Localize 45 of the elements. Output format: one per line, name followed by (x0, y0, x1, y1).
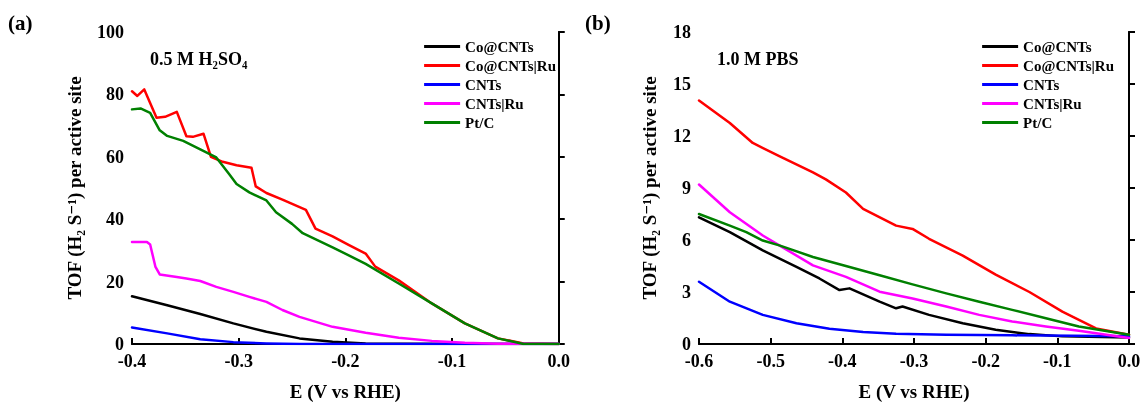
y-tick-label: 100 (97, 22, 124, 42)
line-series (697, 280, 1131, 338)
x-tick-label: -0.2 (331, 351, 360, 371)
text: (b) (585, 10, 611, 35)
x-tick-label: -0.4 (828, 351, 857, 371)
y-tick-label: 12 (673, 126, 691, 146)
legend-label: CNTs|Ru (465, 95, 524, 112)
x-tick-label: 0.0 (547, 351, 570, 371)
legend-label: Co@CNTs|Ru (1023, 57, 1115, 74)
x-axis-title: E (V vs RHE) (289, 381, 401, 403)
legend-label: Pt/C (465, 114, 495, 131)
legend-label: Co@CNTs|Ru (465, 57, 557, 74)
y-tick-label: 9 (682, 178, 691, 198)
legend-label: Pt/C (1023, 114, 1053, 131)
x-tick-label: -0.1 (437, 351, 467, 371)
x-tick-label: -0.5 (756, 351, 785, 371)
y-axis-title: TOF (H₂ S⁻¹) per active site (64, 76, 86, 300)
text: (a) (8, 10, 33, 35)
line-series (697, 183, 1131, 340)
y-tick-label: 20 (106, 271, 124, 292)
x-tick-label: -0.6 (684, 351, 714, 371)
y-tick-label: 40 (106, 209, 124, 230)
x-axis-title: E (V vs RHE) (858, 381, 970, 403)
y-tick-label: 0 (682, 334, 691, 354)
x-tick-label: -0.1 (1043, 351, 1072, 371)
y-tick-label: 18 (673, 22, 691, 42)
x-tick-label: -0.4 (117, 351, 147, 371)
annotation: 1.0 M PBS (717, 49, 799, 69)
legend-label: Co@CNTs (465, 38, 534, 55)
annotation: 0.5 M H₂SO₄ (150, 49, 248, 69)
y-tick-label: 80 (106, 84, 124, 105)
legend-label: Co@CNTs (1023, 38, 1092, 55)
y-axis-title: TOF (H₂ S⁻¹) per active site (639, 76, 661, 300)
legend-label: CNTs (1023, 76, 1060, 93)
legend-label: CNTs|Ru (1023, 95, 1082, 112)
y-tick-label: 6 (682, 230, 691, 250)
y-tick-label: 3 (682, 282, 691, 302)
y-tick-label: 15 (673, 74, 691, 94)
x-tick-label: -0.3 (899, 351, 929, 371)
x-tick-label: 0.0 (1117, 351, 1141, 371)
y-tick-label: 0 (115, 334, 124, 354)
x-tick-label: -0.2 (971, 351, 1000, 371)
y-tick-label: 60 (106, 146, 124, 167)
x-tick-label: -0.3 (224, 351, 253, 371)
legend-label: CNTs (465, 76, 502, 93)
